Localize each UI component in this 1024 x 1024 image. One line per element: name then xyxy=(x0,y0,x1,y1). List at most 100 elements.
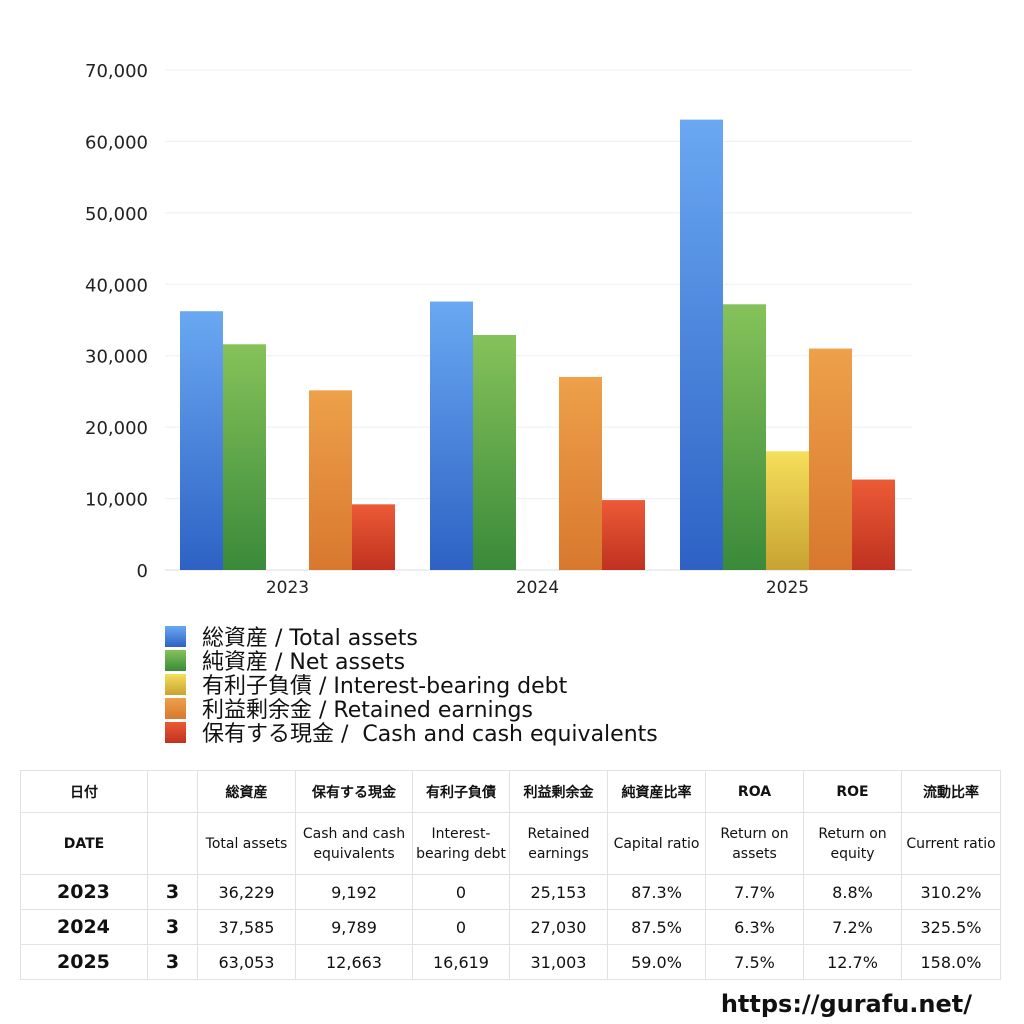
header-debt-en: Interest-bearing debt xyxy=(412,812,510,875)
cell-cash: 12,663 xyxy=(295,944,413,980)
header-date-jp: 日付 xyxy=(20,770,148,813)
cell-month: 3 xyxy=(147,874,198,910)
header-date-en: DATE xyxy=(20,812,148,875)
header-roe-en: Return on equity xyxy=(803,812,902,875)
y-tick-label: 60,000 xyxy=(85,132,148,153)
cell-debt: 0 xyxy=(412,909,510,945)
header-month-jp xyxy=(147,770,198,813)
header-current-ratio-en: Current ratio xyxy=(901,812,1001,875)
header-roe-jp: ROE xyxy=(803,770,902,813)
legend: 総資産 / Total assets 純資産 / Net assets 有利子負… xyxy=(165,624,658,747)
table-row: 2024 3 37,585 9,789 0 27,030 87.5% 6.3% … xyxy=(20,909,1001,945)
cell-current-ratio: 310.2% xyxy=(901,874,1001,910)
bar xyxy=(852,479,895,570)
header-cash-jp: 保有する現金 xyxy=(295,770,413,813)
bar xyxy=(559,376,602,570)
cell-cash: 9,789 xyxy=(295,909,413,945)
bar xyxy=(809,348,852,570)
cell-debt: 0 xyxy=(412,874,510,910)
bar xyxy=(180,311,223,570)
bar xyxy=(723,304,766,570)
cell-month: 3 xyxy=(147,944,198,980)
y-tick-label: 20,000 xyxy=(85,418,148,439)
bar xyxy=(602,500,645,570)
x-category-label: 2024 xyxy=(516,578,559,598)
cell-total-assets: 36,229 xyxy=(197,874,296,910)
bar xyxy=(680,119,723,570)
gridlines xyxy=(165,69,912,571)
header-cash-en: Cash and cash equivalents xyxy=(295,812,413,875)
x-category-label: 2023 xyxy=(266,578,309,598)
header-row-english: DATE Total assets Cash and cash equivale… xyxy=(20,812,1001,875)
bar xyxy=(352,504,395,570)
bar xyxy=(766,451,809,570)
cell-roe: 8.8% xyxy=(803,874,902,910)
cell-retained: 27,030 xyxy=(509,909,608,945)
legend-item-cash: 保有する現金 / Cash and cash equivalents xyxy=(165,720,658,747)
header-roa-jp: ROA xyxy=(705,770,804,813)
header-total-assets-en: Total assets xyxy=(197,812,296,875)
financial-metrics-table: 日付 総資産 保有する現金 有利子負債 利益剰余金 純資産比率 ROA ROE … xyxy=(20,770,1001,980)
cell-year: 2024 xyxy=(20,909,148,945)
bar-chart: 0 10,000 20,000 30,000 40,000 50,000 60,000 70,… xyxy=(85,61,912,598)
header-total-assets-jp: 総資産 xyxy=(197,770,296,813)
legend-label: 保有する現金 / Cash and cash equivalents xyxy=(202,722,658,747)
header-row-japanese: 日付 総資産 保有する現金 有利子負債 利益剰余金 純資産比率 ROA ROE … xyxy=(20,770,1001,813)
legend-item-interest-bearing-debt: 有利子負債 / Interest-bearing debt xyxy=(165,672,658,699)
cell-year: 2025 xyxy=(20,944,148,980)
table-row: 2025 3 63,053 12,663 16,619 31,003 59.0%… xyxy=(20,944,1001,980)
legend-item-net-assets: 純資産 / Net assets xyxy=(165,648,658,675)
legend-item-total-assets: 総資産 / Total assets xyxy=(165,624,658,651)
legend-label: 有利子負債 / Interest-bearing debt xyxy=(202,674,568,699)
bar xyxy=(473,335,516,570)
legend-swatch xyxy=(165,625,186,647)
cell-month: 3 xyxy=(147,909,198,945)
legend-item-retained-earnings: 利益剰余金 / Retained earnings xyxy=(165,696,658,723)
header-capital-ratio-jp: 純資産比率 xyxy=(607,770,706,813)
cell-year: 2023 xyxy=(20,874,148,910)
legend-swatch xyxy=(165,649,186,671)
cell-roa: 7.5% xyxy=(705,944,804,980)
legend-swatch xyxy=(165,697,186,719)
header-month-en xyxy=(147,812,198,875)
x-category-label: 2025 xyxy=(766,578,809,598)
cell-roe: 12.7% xyxy=(803,944,902,980)
cell-capital-ratio: 87.5% xyxy=(607,909,706,945)
y-tick-label: 50,000 xyxy=(85,204,148,225)
table-row: 2023 3 36,229 9,192 0 25,153 87.3% 7.7% … xyxy=(20,874,1001,910)
y-axis-ticks: 0 10,000 20,000 30,000 40,000 50,000 60,000 70,… xyxy=(85,61,148,582)
y-tick-label: 70,000 xyxy=(85,61,148,82)
cell-retained: 31,003 xyxy=(509,944,608,980)
watermark-url: https://gurafu.net/ xyxy=(720,990,972,1018)
cell-roe: 7.2% xyxy=(803,909,902,945)
bar xyxy=(430,301,473,570)
cell-roa: 6.3% xyxy=(705,909,804,945)
cell-debt: 16,619 xyxy=(412,944,510,980)
legend-label: 利益剰余金 / Retained earnings xyxy=(202,698,533,723)
y-tick-label: 0 xyxy=(137,561,148,582)
legend-label: 総資産 / Total assets xyxy=(202,626,418,651)
header-debt-jp: 有利子負債 xyxy=(412,770,510,813)
cell-capital-ratio: 59.0% xyxy=(607,944,706,980)
header-retained-jp: 利益剰余金 xyxy=(509,770,608,813)
bar xyxy=(309,390,352,570)
header-retained-en: Retained earnings xyxy=(509,812,608,875)
legend-label: 純資産 / Net assets xyxy=(202,650,406,675)
cell-roa: 7.7% xyxy=(705,874,804,910)
cell-current-ratio: 325.5% xyxy=(901,909,1001,945)
y-tick-label: 40,000 xyxy=(85,275,148,296)
cell-total-assets: 63,053 xyxy=(197,944,296,980)
bar xyxy=(223,344,266,570)
bars xyxy=(180,119,895,570)
cell-cash: 9,192 xyxy=(295,874,413,910)
header-capital-ratio-en: Capital ratio xyxy=(607,812,706,875)
x-axis-categories: 2023 2024 2025 xyxy=(266,578,809,598)
legend-swatch xyxy=(165,721,186,743)
cell-retained: 25,153 xyxy=(509,874,608,910)
y-tick-label: 10,000 xyxy=(85,490,148,511)
cell-capital-ratio: 87.3% xyxy=(607,874,706,910)
cell-current-ratio: 158.0% xyxy=(901,944,1001,980)
y-tick-label: 30,000 xyxy=(85,347,148,368)
cell-total-assets: 37,585 xyxy=(197,909,296,945)
header-roa-en: Return on assets xyxy=(705,812,804,875)
